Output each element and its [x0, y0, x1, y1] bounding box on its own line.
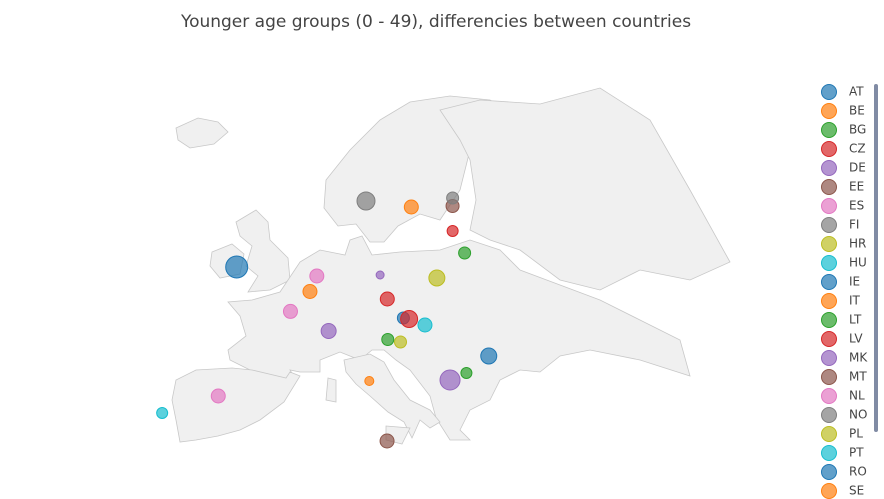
- legend-marker: [821, 388, 837, 404]
- bubble: [417, 317, 433, 333]
- legend-marker: [821, 217, 837, 233]
- bubble: [458, 246, 472, 260]
- legend-marker: [821, 141, 837, 157]
- bubble: [379, 433, 395, 449]
- legend-label: IE: [849, 275, 860, 289]
- legend-marker: [821, 179, 837, 195]
- legend-label: AT: [849, 85, 864, 99]
- legend-marker: [821, 84, 837, 100]
- bubble: [394, 335, 408, 349]
- legend-label: ES: [849, 199, 864, 213]
- legend-marker: [821, 464, 837, 480]
- bubble: [428, 269, 446, 287]
- legend-marker: [821, 160, 837, 176]
- legend-marker: [821, 445, 837, 461]
- legend-marker: [821, 122, 837, 138]
- legend-marker: [821, 255, 837, 271]
- legend-marker: [821, 312, 837, 328]
- legend-label: LT: [849, 313, 862, 327]
- map: [171, 87, 731, 445]
- legend-label: RO: [849, 465, 867, 479]
- bubble: [400, 310, 419, 328]
- legend-label: IT: [849, 294, 861, 308]
- legend-label: PL: [849, 427, 863, 441]
- bubble: [381, 333, 395, 346]
- legend-marker: [821, 369, 837, 385]
- legend-label: MT: [849, 370, 867, 384]
- legend-marker: [821, 236, 837, 252]
- bubble: [439, 369, 461, 391]
- legend-label: EE: [849, 180, 864, 194]
- bubble: [480, 347, 498, 365]
- legend-label: MK: [849, 351, 868, 365]
- bubble: [446, 225, 459, 237]
- bubble: [364, 376, 375, 386]
- legend-label: BE: [849, 104, 865, 118]
- legend-marker: [821, 426, 837, 442]
- bubble: [460, 367, 473, 379]
- legend-marker: [821, 350, 837, 366]
- bubble: [156, 407, 169, 419]
- legend-marker: [821, 198, 837, 214]
- bubble: [210, 388, 226, 404]
- bubble: [403, 199, 419, 215]
- legend-scrollbar: [874, 84, 878, 432]
- bubble: [282, 303, 298, 319]
- legend-label: CZ: [849, 142, 866, 156]
- legend: AT BE BG CZ DE EE ES FI HR HU IE IT LT LV MK MT NL NO PL PT…: [821, 84, 878, 499]
- legend-label: DE: [849, 161, 866, 175]
- bubble: [225, 255, 249, 279]
- legend-label: SE: [849, 484, 864, 498]
- bubble: [302, 284, 318, 299]
- legend-marker: [821, 483, 837, 499]
- legend-marker: [821, 331, 837, 347]
- bubble: [446, 191, 460, 205]
- legend-label: BG: [849, 123, 866, 137]
- legend-label: LV: [849, 332, 863, 346]
- chart-title: Younger age groups (0 - 49), differencie…: [180, 12, 691, 32]
- bubble: [320, 323, 337, 339]
- legend-marker: [821, 407, 837, 423]
- bubble: [356, 191, 376, 211]
- bubble: [375, 270, 385, 280]
- legend-label: NL: [849, 389, 865, 403]
- bubble: [379, 291, 395, 307]
- legend-marker: [821, 274, 837, 290]
- legend-marker: [821, 103, 837, 119]
- legend-label: HR: [849, 237, 866, 251]
- legend-label: NO: [849, 408, 867, 422]
- legend-marker: [821, 293, 837, 309]
- markers: [156, 191, 498, 449]
- legend-label: FI: [849, 218, 859, 232]
- legend-label: HU: [849, 256, 867, 270]
- legend-label: PT: [849, 446, 864, 460]
- bubble: [309, 268, 325, 284]
